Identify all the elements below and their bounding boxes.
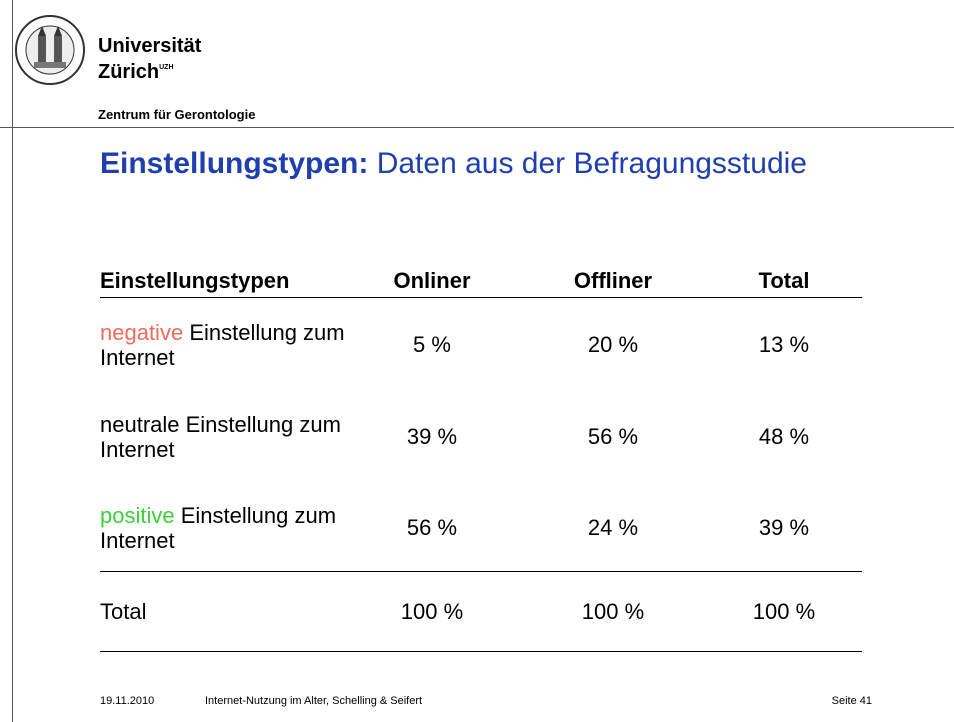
cell: 39 % [758,515,810,540]
label-text: Einstellung zum Internet [100,503,337,553]
row-label: neutrale Einstellung zum Internet [100,412,350,462]
cell: 20 % [587,332,639,357]
department: Zentrum für Gerontologie [98,107,256,122]
cell: 56 % [587,424,639,449]
column-header: Einstellungstypen [100,268,290,293]
footer-text: Internet-Nutzung im Alter, Schelling & S… [205,695,423,707]
total-label: Total [100,599,147,624]
row-label: positive Einstellung zum Internet [100,503,350,553]
column-header: Offliner [573,268,653,293]
rule [100,297,862,298]
frame-line [0,127,954,128]
university-name: Universität [98,35,202,57]
footer-date: 19.11.2010 [100,695,155,707]
slide-title: Einstellungstypen: Daten aus der Befragu… [100,147,807,181]
cell: 100 % [581,599,645,624]
row-label: negative Einstellung zum Internet [100,320,350,370]
column-header: Onliner [393,268,471,293]
university-abbr: UZH [159,64,174,71]
cell: 13 % [758,332,810,357]
footer-page: Seite 41 [831,695,872,707]
label-text: Einstellung zum Internet [100,320,345,370]
rule [100,571,862,572]
cell: 100 % [400,599,464,624]
logo [15,15,85,85]
label-text: neutrale Einstellung zum Internet [100,412,341,462]
frame-line [12,0,13,722]
label-highlight: negative [100,320,184,345]
cell: 56 % [406,515,458,540]
label-highlight: positive [100,503,175,528]
cell: 48 % [758,424,810,449]
title-rest: Daten aus der Befragungsstudie [376,147,807,180]
column-header: Total [758,268,810,293]
cell: 24 % [587,515,639,540]
cell: 39 % [406,424,458,449]
title-bold: Einstellungstypen: [100,147,369,180]
cell: 5 % [413,332,451,357]
university-name: ZürichUZH [98,61,174,84]
university-name: Zürich [98,61,160,83]
rule [100,651,862,652]
cell: 100 % [752,599,816,624]
